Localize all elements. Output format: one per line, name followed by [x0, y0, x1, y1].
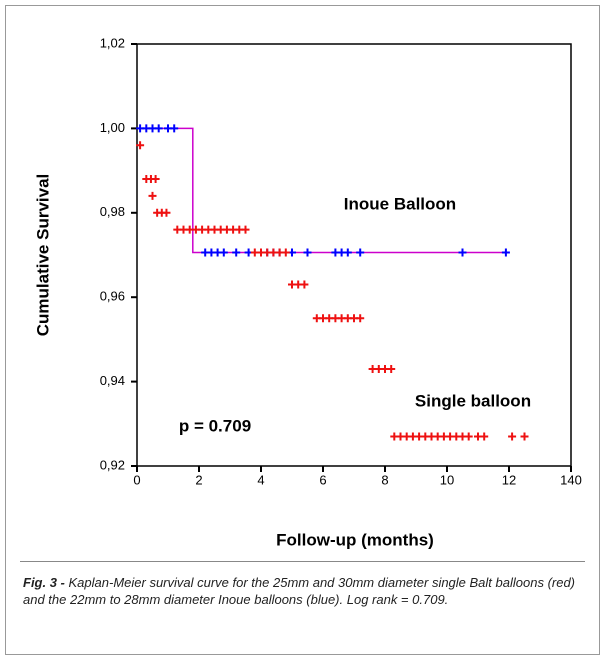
x-tick-label: 140 [560, 472, 582, 487]
y-tick-label: 1,02 [100, 35, 125, 50]
censor-mark [356, 314, 365, 323]
x-axis-label: Follow-up (months) [276, 530, 434, 549]
censor-mark [300, 280, 309, 289]
survival-curve [137, 127, 506, 254]
censor-mark [464, 432, 473, 441]
censor-mark [232, 248, 241, 257]
chart: Cumulative Survival Follow-up (months) I… [33, 35, 582, 549]
censor-mark [356, 248, 365, 257]
x-tick-label: 6 [319, 472, 326, 487]
y-tick-label: 0,92 [100, 457, 125, 472]
x-tick-label: 8 [381, 472, 388, 487]
y-tick-label: 1,00 [100, 120, 125, 135]
censor-mark [151, 175, 160, 184]
y-axis-label: Cumulative Survival [33, 174, 52, 337]
censor-mark [387, 364, 396, 373]
caption-text: Kaplan-Meier survival curve for the 25mm… [23, 575, 576, 607]
annotation: p = 0.709 [179, 416, 251, 435]
x-tick-label: 2 [195, 472, 202, 487]
censor-mark [162, 208, 171, 217]
x-tick-label: 4 [257, 472, 264, 487]
censor-mark [219, 248, 228, 257]
censor-mark [148, 191, 157, 200]
frame [5, 5, 600, 655]
censor-mark [241, 225, 250, 234]
censor-mark [170, 124, 179, 133]
censor-mark [508, 432, 517, 441]
annotation: Inoue Balloon [344, 194, 456, 213]
x-tick-label: 10 [440, 472, 454, 487]
caption-label: Fig. 3 - [23, 575, 65, 590]
censor-mark [281, 248, 290, 257]
censor-mark [136, 141, 145, 150]
y-tick-label: 0,96 [100, 289, 125, 304]
caption: Fig. 3 - Kaplan-Meier survival curve for… [23, 574, 583, 608]
divider [20, 561, 585, 562]
censor-mark [343, 248, 352, 257]
censor-mark [154, 124, 163, 133]
plot-frame [136, 43, 572, 467]
censor-mark [480, 432, 489, 441]
annotation: Single balloon [415, 391, 531, 410]
y-tick-label: 0,94 [100, 373, 125, 388]
censor-mark [520, 432, 529, 441]
censor-mark [501, 248, 510, 257]
censor-mark [458, 248, 467, 257]
censor-mark [303, 248, 312, 257]
x-tick-label: 12 [502, 472, 516, 487]
x-tick-label: 0 [133, 472, 140, 487]
y-tick-label: 0,98 [100, 204, 125, 219]
